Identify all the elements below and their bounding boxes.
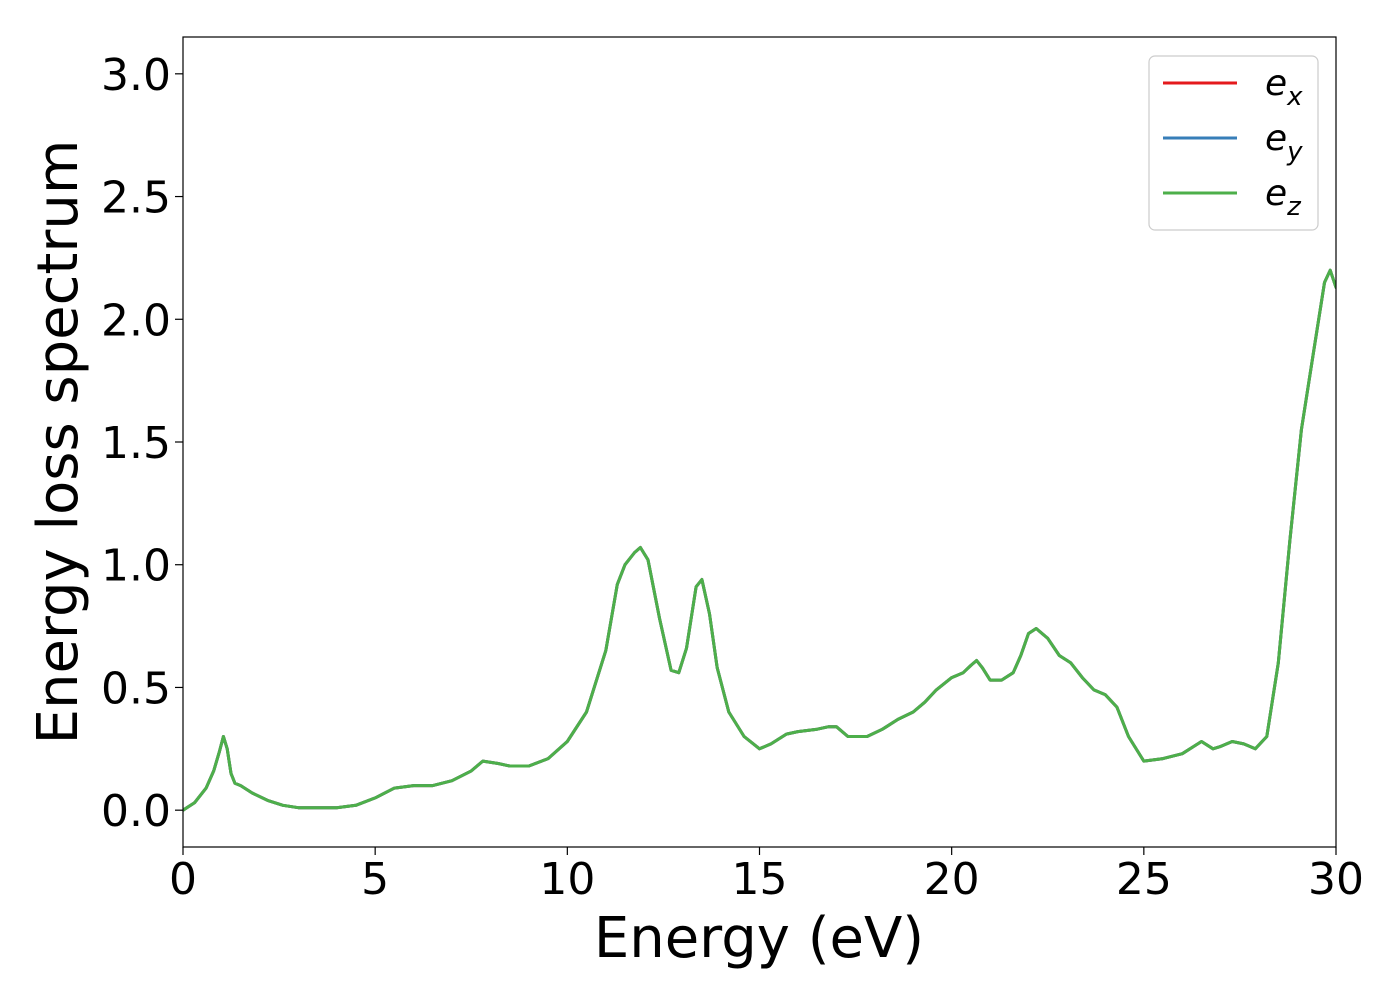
legend-label: ex [1265, 63, 1303, 112]
x-tick-label: 25 [1116, 854, 1172, 905]
x-tick-label: 0 [169, 854, 197, 905]
series-layer [183, 268, 1336, 812]
legend-label: ey [1265, 118, 1303, 167]
y-tick-label: 2.5 [101, 173, 171, 224]
y-axis-ticks: 0.0 0.5 1.0 1.5 2.0 2.5 3.0 [101, 50, 183, 837]
y-tick-label: 1.5 [101, 418, 171, 469]
series-line-e-z [183, 268, 1336, 812]
y-tick-label: 2.0 [101, 295, 171, 346]
y-tick-label: 0.0 [101, 786, 171, 837]
x-tick-label: 15 [732, 854, 788, 905]
legend: ex ey ez [1148, 55, 1319, 231]
legend-box [1148, 55, 1319, 231]
y-tick-label: 1.0 [101, 541, 171, 592]
y-tick-label: 3.0 [101, 50, 171, 101]
x-tick-label: 30 [1308, 854, 1364, 905]
x-tick-label: 5 [361, 854, 389, 905]
x-axis-label: Energy (eV) [594, 906, 924, 971]
x-axis-ticks: 0 5 10 15 20 25 30 [169, 847, 1364, 905]
x-tick-label: 20 [924, 854, 980, 905]
x-tick-label: 10 [539, 854, 595, 905]
y-axis-label: Energy loss spectrum [26, 140, 91, 745]
y-tick-label: 0.5 [101, 663, 171, 714]
legend-label: ez [1265, 173, 1302, 222]
